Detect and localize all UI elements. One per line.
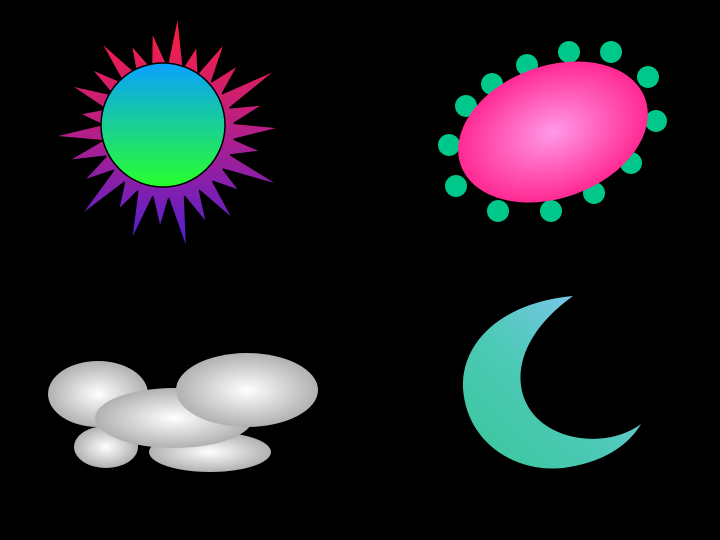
oval-dot	[540, 200, 562, 222]
pink-oval	[458, 61, 648, 203]
oval-dot	[558, 41, 580, 63]
crescent-moon	[462, 296, 641, 469]
cloud-icon	[48, 353, 318, 472]
crescent-moon-icon	[462, 296, 641, 469]
sun-disc	[100, 62, 226, 188]
oval-dot	[445, 175, 467, 197]
oval-dot	[438, 134, 460, 156]
oval-dot	[600, 41, 622, 63]
oval-dot	[455, 95, 477, 117]
cloud-puff-right	[176, 353, 318, 427]
sun-icon	[58, 20, 276, 245]
oval-dot	[487, 200, 509, 222]
pink-oval-with-dots-icon	[438, 41, 667, 222]
oval-dot	[637, 66, 659, 88]
oval-dot	[645, 110, 667, 132]
